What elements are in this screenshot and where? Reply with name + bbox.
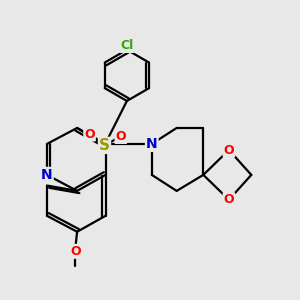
Text: O: O <box>116 130 126 143</box>
Text: Cl: Cl <box>120 39 134 52</box>
Text: O: O <box>70 245 81 258</box>
Text: S: S <box>99 138 110 153</box>
Text: N: N <box>41 168 53 182</box>
Text: O: O <box>84 128 95 140</box>
Text: N: N <box>146 137 158 151</box>
Text: O: O <box>224 143 234 157</box>
Text: O: O <box>224 193 234 206</box>
